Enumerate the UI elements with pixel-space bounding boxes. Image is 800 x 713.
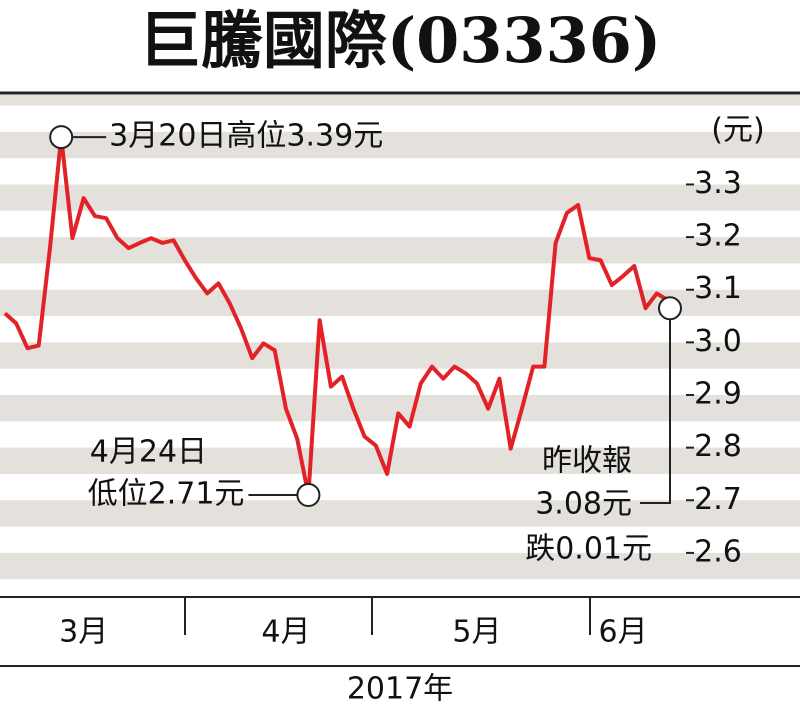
annotation: 4月24日 [90, 435, 207, 470]
x-tick-label: 5月 [452, 615, 501, 650]
annotation: 昨收報 [542, 444, 632, 479]
y-tick-label: 3.2 [694, 219, 742, 254]
annotation: 3.08元 [535, 487, 632, 522]
band [0, 526, 800, 553]
low-marker [296, 483, 321, 507]
band [0, 473, 800, 501]
band [0, 579, 800, 595]
y-tick-label: 3.3 [694, 166, 742, 201]
band [0, 368, 800, 395]
y-tick-label: 2.8 [694, 429, 742, 464]
band [0, 421, 800, 448]
annotation: 跌0.01元 [525, 532, 652, 567]
price-line [3, 135, 670, 497]
annotation: 3月20日高位3.39元 [109, 119, 383, 154]
band [0, 158, 800, 185]
background-bands [0, 95, 800, 595]
y-tick-label: 2.6 [694, 534, 742, 569]
band [0, 210, 800, 238]
x-tick-label: 6月 [599, 615, 648, 650]
band [0, 263, 800, 290]
x-axis-label: 2017年 [347, 672, 453, 707]
y-unit: (元) [711, 113, 764, 148]
band [0, 105, 800, 132]
y-tick-label: 3.0 [694, 324, 742, 359]
leader [640, 308, 671, 504]
x-tick-label: 4月 [261, 615, 310, 650]
y-tick-label: 2.7 [694, 482, 742, 517]
x-tick-label: 3月 [59, 615, 108, 650]
annotation: 低位2.71元 [88, 477, 245, 512]
band [0, 316, 800, 343]
y-tick-label: 2.9 [694, 377, 742, 412]
high-marker [49, 125, 74, 150]
chart-title: 巨騰國際(03336) [139, 4, 661, 77]
y-tick-label: 3.1 [694, 271, 742, 306]
last-marker [658, 296, 682, 321]
